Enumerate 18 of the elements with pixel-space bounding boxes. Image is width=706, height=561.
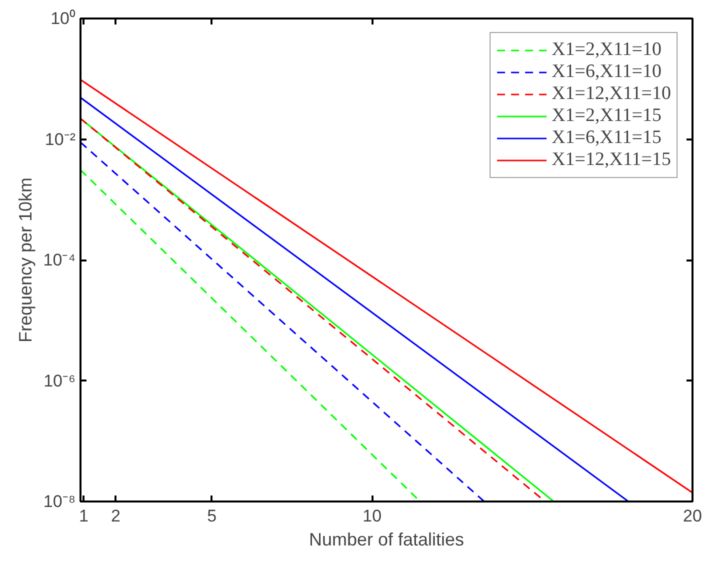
legend-label: X1=12,X11=10	[552, 83, 671, 105]
legend-label: X1=12,X11=15	[552, 149, 671, 171]
y-tick-label: 10⁰	[50, 9, 76, 28]
y-axis-title: Frequency per 10km	[15, 177, 36, 343]
x-tick-label: 2	[111, 506, 120, 526]
x-tick-label: 20	[683, 506, 702, 526]
y-tick-label: 10⁻⁴	[43, 250, 76, 270]
x-axis-title: Number of fatalities	[308, 530, 464, 550]
y-tick-label: 10⁻⁸	[43, 492, 76, 511]
y-tick-label: 10⁻²	[44, 130, 76, 149]
y-tick-label: 10⁻⁶	[44, 371, 76, 390]
legend-label: X1=2,X11=15	[552, 105, 662, 127]
legend-label: X1=6,X11=15	[552, 127, 662, 149]
x-tick-label: 5	[207, 506, 217, 526]
legend-label: X1=2,X11=10	[552, 39, 662, 61]
legend-label: X1=6,X11=10	[552, 61, 662, 83]
x-tick-label: 1	[78, 506, 88, 526]
x-tick-label: 10	[362, 506, 382, 526]
